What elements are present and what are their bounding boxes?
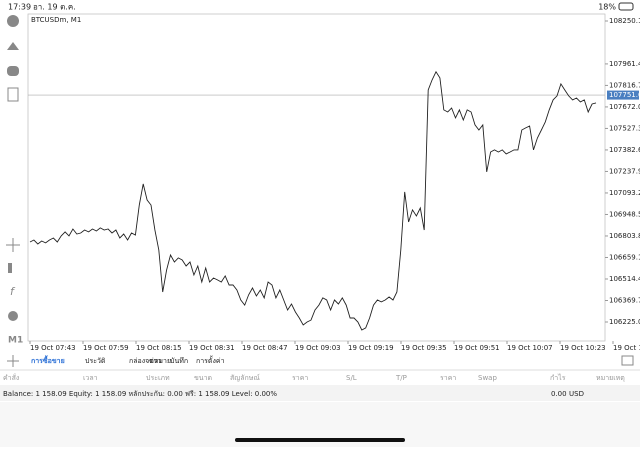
- y-tick-label: 107527.3: [609, 124, 640, 132]
- account-icon[interactable]: [7, 15, 19, 27]
- balance-line: Balance: 1 158.09 Equity: 1 158.09 หลักป…: [3, 390, 277, 398]
- y-tick-label: 107382.6: [609, 146, 640, 154]
- y-tick-label: 107816.7: [609, 81, 640, 89]
- y-tick-label: 106948.5: [609, 210, 640, 218]
- crosshair-icon[interactable]: [6, 238, 20, 252]
- column-header: T/P: [395, 374, 407, 382]
- column-header: เวลา: [83, 374, 98, 382]
- battery: 18%: [598, 3, 616, 12]
- timeframe-icon[interactable]: M1: [8, 336, 23, 346]
- tab[interactable]: กล่องจดหมาย: [129, 357, 171, 365]
- column-header: คำสั่ง: [3, 373, 19, 382]
- column-header: S/L: [346, 374, 357, 382]
- currency: USD: [569, 390, 584, 398]
- x-tick-label: 19 Oct 09:19: [348, 344, 394, 352]
- column-header: หมายเหตุ: [596, 374, 625, 382]
- add-icon[interactable]: [7, 355, 19, 367]
- objects-icon[interactable]: [8, 311, 18, 321]
- chat-icon[interactable]: [7, 66, 19, 76]
- tab[interactable]: ประวัติ: [85, 357, 106, 365]
- x-tick-label: 19 Oct 10:39: [613, 344, 640, 352]
- column-header: ประเภท: [146, 374, 170, 382]
- column-header: Swap: [478, 374, 497, 382]
- y-tick-label: 106514.4: [609, 275, 640, 283]
- column-header: ราคา: [440, 374, 456, 382]
- new-order-icon[interactable]: [7, 87, 19, 102]
- x-tick-label: 19 Oct 09:03: [295, 344, 341, 352]
- tab[interactable]: ข่าว: [149, 357, 162, 365]
- tab[interactable]: การตั้งค่า: [196, 354, 225, 365]
- battery-icon: [618, 2, 634, 11]
- profit: 0.00: [551, 390, 567, 398]
- y-tick-label: 106225.00: [609, 318, 640, 326]
- x-tick-label: 19 Oct 08:47: [242, 344, 288, 352]
- x-tick-label: 19 Oct 07:43: [30, 344, 76, 352]
- layout-icon[interactable]: [621, 355, 634, 366]
- y-tick-label: 107237.9: [609, 167, 640, 175]
- fx-icon[interactable]: f: [10, 285, 16, 298]
- y-tick-label: 106369.7: [609, 296, 640, 304]
- price-label: 107751.68: [609, 91, 640, 99]
- x-tick-label: 19 Oct 08:31: [189, 344, 235, 352]
- status-time: 17:39: [8, 3, 31, 12]
- tab[interactable]: การซื้อขาย: [31, 354, 65, 365]
- chart-symbol: BTCUSDm, M1: [31, 16, 81, 24]
- indicator-icon[interactable]: [8, 263, 12, 273]
- price-tag: [607, 90, 639, 100]
- column-header: ขนาด: [194, 374, 212, 382]
- toolbar[interactable]: f M1: [6, 15, 634, 367]
- tab[interactable]: บันทึก: [170, 356, 188, 365]
- status-date: อา. 19 ต.ค.: [33, 3, 76, 12]
- column-header: กำไร: [550, 373, 566, 382]
- x-tick-label: 19 Oct 10:23: [560, 344, 606, 352]
- x-tick-label: 19 Oct 10:07: [507, 344, 553, 352]
- x-tick-label: 19 Oct 09:51: [454, 344, 500, 352]
- x-tick-label: 19 Oct 09:35: [401, 344, 447, 352]
- home-indicator: [235, 438, 405, 442]
- y-tick-label: 107093.2: [609, 189, 640, 197]
- column-header: ราคา: [292, 374, 308, 382]
- x-tick-label: 19 Oct 08:15: [136, 344, 182, 352]
- y-tick-label: 106659.1: [609, 253, 640, 261]
- y-tick-label: 108250.1: [609, 17, 640, 25]
- header-bg: [0, 385, 640, 401]
- y-tick-label: 107961.4: [609, 60, 640, 68]
- y-tick-label: 107672.00: [609, 103, 640, 111]
- chart-frame: [27, 13, 606, 342]
- x-tick-label: 19 Oct 07:59: [83, 344, 129, 352]
- price-line-series: [29, 70, 597, 331]
- column-header: สัญลักษณ์: [230, 374, 260, 382]
- y-tick-label: 106803.8: [609, 232, 640, 240]
- trade-icon[interactable]: [7, 42, 19, 50]
